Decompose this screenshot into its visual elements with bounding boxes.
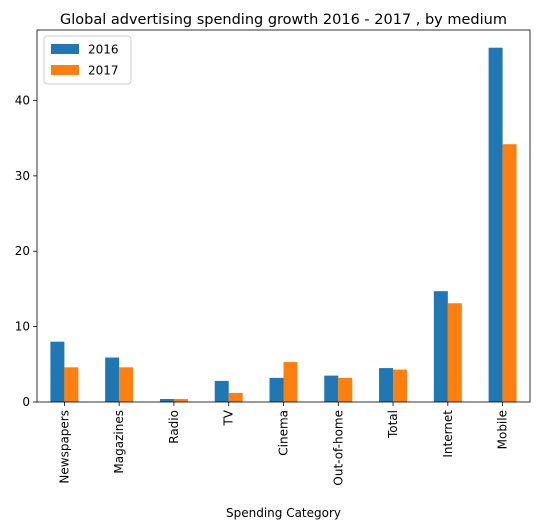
x-tick-label: Radio (167, 410, 181, 444)
x-axis-label: Spending Category (226, 506, 341, 520)
bar-2017-newspapers (64, 367, 79, 402)
legend-label-2017: 2017 (88, 64, 119, 78)
bar-2016-internet (433, 291, 448, 402)
x-tick-label: Newspapers (57, 410, 71, 484)
bar-2017-magazines (119, 367, 134, 402)
y-tick-label: 40 (15, 93, 30, 107)
x-tick-label: Internet (441, 410, 455, 458)
bar-2016-newspapers (50, 341, 65, 402)
legend-swatch-2016 (51, 44, 79, 54)
bar-2016-radio (159, 398, 174, 402)
bar-2016-out-of-home (324, 375, 339, 402)
x-tick-label: TV (222, 409, 236, 426)
bar-2016-cinema (269, 377, 284, 402)
bar-2017-internet (447, 303, 462, 402)
y-tick-label: 10 (15, 320, 30, 334)
bar-2016-tv (214, 380, 229, 402)
bar-2017-cinema (283, 362, 298, 402)
bar-2017-total (393, 369, 408, 402)
bar-2017-mobile (502, 144, 517, 402)
x-tick-label: Mobile (496, 410, 510, 449)
axes-group: 0 10 20 30 40 Newspapers Magazines Radio TV Cinem… (15, 29, 531, 486)
x-tick-label: Magazines (112, 410, 126, 474)
legend-label-2016: 2016 (88, 43, 119, 57)
chart-title: Global advertising spending growth 2016 … (60, 12, 507, 28)
legend-swatch-2017 (51, 65, 79, 75)
bar-2017-out-of-home (338, 377, 353, 402)
x-tick-label: Total (386, 410, 400, 439)
y-tick-label: 30 (15, 169, 30, 183)
x-tick-label: Out-of-home (331, 410, 345, 486)
y-tick-label: 0 (22, 395, 30, 409)
bar-2016-magazines (105, 357, 120, 402)
bar-2017-tv (228, 392, 243, 402)
bars-group (50, 47, 517, 402)
bar-2017-radio (173, 398, 188, 402)
y-tick-label: 20 (15, 244, 30, 258)
legend: 2016 2017 (43, 35, 132, 85)
x-tick-label: Cinema (277, 410, 291, 456)
bar-2016-mobile (488, 47, 503, 402)
bar-2016-total (379, 368, 394, 402)
